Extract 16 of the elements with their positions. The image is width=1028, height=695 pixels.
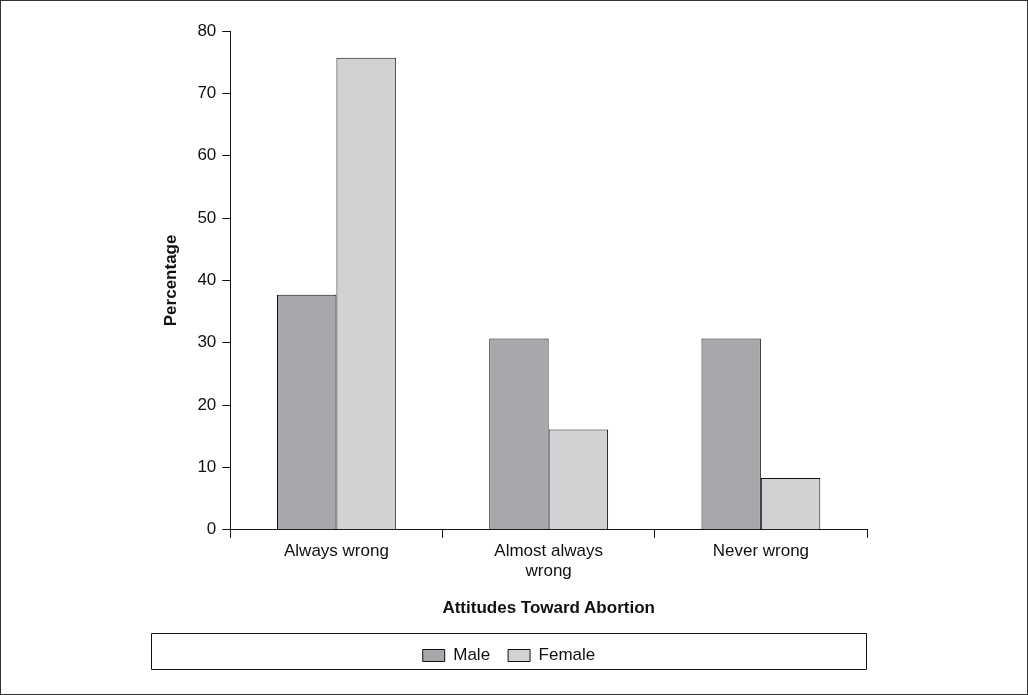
x-tick-label: Never wrong [712,540,810,560]
y-tick-label: 10 [197,457,217,477]
legend-label: Female [538,645,596,665]
x-tick-label: Almost always wrong [494,540,603,581]
y-tick-label: 70 [197,83,217,103]
y-tick-label: 30 [197,332,217,352]
y-tick-label: 20 [197,394,217,414]
y-axis-title: Percentage [160,234,180,327]
legend-label: Male [453,645,491,665]
y-tick-label: 60 [197,145,217,165]
y-tick-label: 40 [197,270,217,290]
y-tick-label: 0 [206,519,217,539]
y-tick-label: 50 [197,207,217,227]
y-tick-label: 80 [197,20,217,40]
x-axis-title: Attitudes Toward Abortion [442,598,655,618]
x-tick-label: Always wrong [283,540,389,560]
